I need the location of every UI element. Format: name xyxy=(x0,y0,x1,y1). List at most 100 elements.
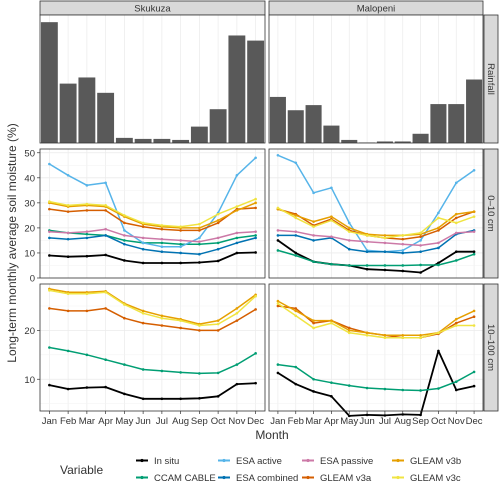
legend-marker-gleam-v3c xyxy=(396,475,400,480)
data-point-ccam-cable-jan xyxy=(276,249,280,252)
data-point-gleam-v3a-feb xyxy=(294,307,298,310)
rainfall-bar-skukuza-jan xyxy=(40,22,58,143)
data-point-gleam-v3c-jan xyxy=(276,302,280,305)
rainfall-bar-malopeni-mar xyxy=(305,105,322,143)
data-point-esa-passive-jul xyxy=(160,237,164,241)
y-tick-label: 10 xyxy=(24,248,35,259)
data-point-ccam-cable-nov xyxy=(235,236,239,240)
legend-label-ccam-cable: CCAM CABLE xyxy=(154,473,216,484)
data-point-gleam-v3a-may xyxy=(123,316,126,320)
row-strip-0-10-cm xyxy=(483,148,499,279)
data-point-gleam-v3c-may xyxy=(123,214,126,217)
data-point-gleam-v3c-oct xyxy=(216,322,220,326)
data-point-esa-combined-may xyxy=(347,247,351,251)
series-line-gleam-v3c xyxy=(49,198,256,228)
data-point-esa-combined-oct xyxy=(216,247,220,251)
data-point-esa-combined-mar xyxy=(85,236,89,240)
series-line-gleam-v3a xyxy=(49,207,256,232)
data-point-in-situ-dec xyxy=(472,384,476,388)
data-point-gleam-v3b-jul xyxy=(160,314,164,318)
data-point-gleam-v3c-sep xyxy=(419,336,422,340)
data-point-esa-active-apr xyxy=(104,181,107,185)
data-point-in-situ-jan xyxy=(276,239,280,242)
x-tick-label-apr: Apr xyxy=(98,416,113,427)
data-point-in-situ-dec xyxy=(254,381,257,385)
y-tick-label: 20 xyxy=(24,223,35,234)
x-tick-label-nov: Nov xyxy=(228,416,245,427)
rainfall-bar-malopeni-nov xyxy=(448,104,465,143)
facet-label-skukuza: Skukuza xyxy=(134,4,171,15)
data-point-gleam-v3c-feb xyxy=(66,204,70,207)
legend-item-esa-passive: ESA passive xyxy=(302,456,373,467)
data-point-gleam-v3b-jan xyxy=(276,299,280,303)
rainfall-bar-malopeni-may xyxy=(341,139,358,143)
data-point-gleam-v3a-sep xyxy=(198,329,201,332)
data-point-esa-passive-oct xyxy=(216,236,220,240)
data-point-ccam-cable-jun xyxy=(365,264,369,267)
data-point-gleam-v3a-feb xyxy=(66,309,70,313)
legend-marker-esa-active xyxy=(222,458,226,463)
rainfall-bar-malopeni-aug xyxy=(394,141,411,143)
x-tick-label-jan: Jan xyxy=(270,416,285,427)
data-point-gleam-v3b-dec xyxy=(472,210,476,213)
data-point-esa-passive-dec xyxy=(472,230,476,233)
data-point-gleam-v3a-may xyxy=(347,326,351,330)
data-point-gleam-v3b-jun xyxy=(141,309,145,313)
data-point-in-situ-sep xyxy=(419,413,422,417)
data-point-ccam-cable-jul xyxy=(383,264,387,267)
x-tick-label-feb: Feb xyxy=(288,416,304,427)
data-point-in-situ-mar xyxy=(85,254,89,258)
data-point-esa-combined-feb xyxy=(66,237,70,241)
series-line-gleam-v3b xyxy=(49,288,257,325)
data-point-in-situ-jul xyxy=(383,268,387,272)
data-point-ccam-cable-aug xyxy=(401,388,405,392)
data-point-gleam-v3c-jan xyxy=(48,289,51,292)
panel-grid: Skukuza Malopeni Rainfall 0–10 cm 0 10 20 30 40 5… xyxy=(24,0,499,427)
data-point-esa-active-may xyxy=(123,229,126,232)
data-point-gleam-v3a-nov xyxy=(454,321,458,325)
data-point-in-situ-sep xyxy=(198,397,201,400)
data-point-esa-passive-sep xyxy=(419,244,422,247)
data-point-in-situ-dec xyxy=(254,251,257,254)
data-point-gleam-v3a-nov xyxy=(235,319,239,322)
data-point-gleam-v3c-mar xyxy=(312,326,315,330)
data-point-gleam-v3c-apr xyxy=(330,219,333,222)
data-point-ccam-cable-nov xyxy=(454,259,458,262)
data-point-gleam-v3b-nov xyxy=(454,212,458,216)
data-point-gleam-v3a-jul xyxy=(160,227,164,231)
data-point-ccam-cable-dec xyxy=(472,252,476,256)
data-point-ccam-cable-mar xyxy=(85,232,89,236)
data-point-esa-passive-nov xyxy=(454,231,458,235)
data-point-esa-active-feb xyxy=(66,174,70,177)
rainfall-bar-skukuza-apr xyxy=(97,92,115,143)
data-point-gleam-v3c-mar xyxy=(85,202,89,206)
data-point-in-situ-jun xyxy=(365,267,369,271)
data-point-esa-passive-mar xyxy=(312,234,315,237)
data-point-in-situ-apr xyxy=(104,253,107,257)
rainfall-bar-malopeni-feb xyxy=(287,110,304,143)
data-point-in-situ-feb xyxy=(66,387,70,391)
data-point-ccam-cable-dec xyxy=(254,352,257,355)
data-point-ccam-cable-jun xyxy=(141,368,145,371)
data-point-gleam-v3a-apr xyxy=(104,307,107,310)
data-point-gleam-v3c-may xyxy=(123,303,126,306)
data-point-esa-active-aug xyxy=(401,249,405,252)
data-point-gleam-v3c-apr xyxy=(104,204,107,207)
series-line-ccam-cable xyxy=(277,249,475,267)
x-tick-label-may: May xyxy=(340,416,358,427)
legend-item-esa-active: ESA active xyxy=(218,456,282,467)
data-point-gleam-v3b-apr xyxy=(330,319,333,322)
data-point-gleam-v3c-nov xyxy=(235,312,239,315)
data-point-in-situ-mar xyxy=(312,390,315,393)
data-point-gleam-v3a-feb xyxy=(66,210,70,213)
data-point-esa-active-mar xyxy=(85,184,89,187)
data-point-esa-active-sep xyxy=(198,236,201,240)
rainfall-bar-skukuza-oct xyxy=(209,109,227,143)
data-point-gleam-v3b-feb xyxy=(294,214,298,217)
data-point-esa-passive-apr xyxy=(104,227,107,231)
data-point-in-situ-nov xyxy=(235,251,239,255)
data-point-esa-combined-jun xyxy=(365,250,369,253)
data-point-gleam-v3b-may xyxy=(347,329,351,332)
legend-title: Variable xyxy=(60,463,103,477)
